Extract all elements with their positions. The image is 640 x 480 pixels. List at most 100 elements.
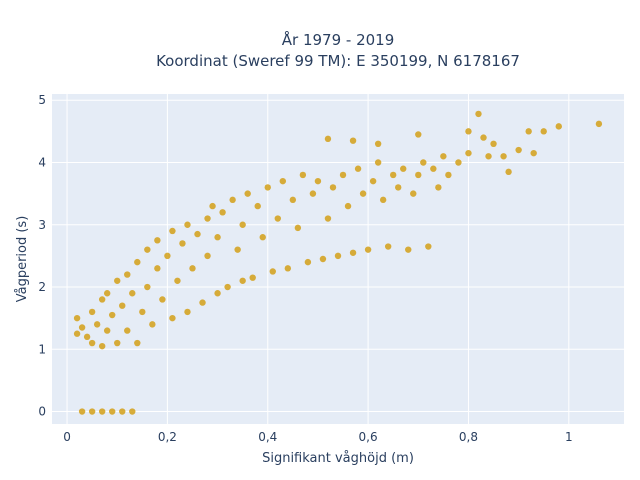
scatter-point[interactable]	[279, 177, 287, 185]
scatter-point[interactable]	[319, 255, 327, 263]
scatter-point[interactable]	[154, 265, 161, 272]
scatter-point[interactable]	[88, 308, 96, 316]
scatter-point[interactable]	[259, 234, 266, 241]
scatter-point[interactable]	[98, 342, 106, 350]
scatter-point[interactable]	[400, 165, 407, 172]
scatter-point[interactable]	[88, 408, 96, 415]
scatter-point[interactable]	[334, 252, 342, 260]
scatter-point[interactable]	[379, 196, 387, 204]
scatter-point[interactable]	[88, 339, 96, 347]
scatter-point[interactable]	[139, 308, 146, 316]
scatter-point[interactable]	[124, 271, 131, 278]
scatter-point[interactable]	[410, 190, 417, 197]
scatter-point[interactable]	[525, 128, 532, 135]
scatter-point[interactable]	[284, 265, 292, 272]
scatter-point[interactable]	[109, 311, 116, 319]
scatter-point[interactable]	[515, 146, 522, 154]
scatter-point[interactable]	[349, 137, 357, 144]
scatter-point[interactable]	[415, 131, 422, 138]
scatter-point[interactable]	[144, 283, 151, 291]
scatter-point[interactable]	[73, 314, 81, 322]
scatter-point[interactable]	[114, 339, 121, 347]
scatter-point[interactable]	[530, 149, 537, 157]
scatter-point[interactable]	[189, 265, 196, 272]
scatter-point[interactable]	[389, 171, 397, 179]
scatter-point[interactable]	[440, 153, 447, 160]
scatter-point[interactable]	[354, 165, 362, 172]
scatter-point[interactable]	[244, 190, 251, 197]
scatter-point[interactable]	[425, 243, 432, 250]
scatter-point[interactable]	[129, 290, 136, 297]
scatter-point[interactable]	[229, 196, 236, 204]
scatter-point[interactable]	[184, 221, 191, 228]
scatter-point[interactable]	[134, 339, 141, 347]
scatter-point[interactable]	[309, 190, 317, 197]
scatter-point[interactable]	[455, 159, 462, 166]
scatter-point[interactable]	[134, 258, 141, 266]
scatter-point[interactable]	[490, 140, 497, 148]
scatter-point[interactable]	[294, 224, 302, 232]
scatter-point[interactable]	[475, 110, 482, 118]
scatter-point[interactable]	[384, 243, 392, 250]
scatter-point[interactable]	[324, 215, 332, 222]
scatter-point[interactable]	[465, 149, 472, 157]
scatter-point[interactable]	[239, 277, 246, 284]
scatter-point[interactable]	[595, 120, 603, 128]
scatter-point[interactable]	[83, 333, 91, 341]
scatter-point[interactable]	[374, 159, 382, 166]
scatter-point[interactable]	[239, 221, 246, 228]
scatter-point[interactable]	[465, 128, 472, 135]
scatter-point[interactable]	[169, 227, 176, 235]
scatter-point[interactable]	[179, 240, 186, 247]
scatter-point[interactable]	[430, 165, 437, 172]
scatter-point[interactable]	[369, 177, 377, 185]
scatter-point[interactable]	[395, 184, 402, 191]
scatter-point[interactable]	[73, 330, 81, 337]
scatter-point[interactable]	[505, 168, 512, 176]
scatter-point[interactable]	[264, 184, 271, 191]
scatter-point[interactable]	[209, 202, 216, 210]
scatter-point[interactable]	[103, 290, 111, 297]
scatter-point[interactable]	[214, 234, 221, 241]
scatter-point[interactable]	[415, 171, 422, 179]
scatter-point[interactable]	[420, 159, 427, 166]
scatter-point[interactable]	[204, 215, 211, 222]
scatter-point[interactable]	[114, 277, 121, 284]
scatter-point[interactable]	[329, 184, 337, 191]
scatter-point[interactable]	[98, 408, 106, 415]
scatter-point[interactable]	[540, 128, 547, 135]
scatter-point[interactable]	[194, 230, 201, 238]
scatter-point[interactable]	[164, 252, 171, 260]
scatter-point[interactable]	[480, 134, 487, 141]
scatter-point[interactable]	[435, 184, 442, 191]
scatter-point[interactable]	[234, 246, 241, 253]
scatter-point[interactable]	[204, 252, 211, 260]
scatter-markers[interactable]	[73, 110, 603, 415]
scatter-point[interactable]	[359, 190, 367, 197]
scatter-point[interactable]	[339, 171, 347, 179]
scatter-point[interactable]	[144, 246, 151, 253]
scatter-point[interactable]	[269, 268, 276, 275]
scatter-point[interactable]	[314, 177, 322, 185]
scatter-point[interactable]	[289, 196, 297, 204]
scatter-point[interactable]	[324, 135, 332, 143]
scatter-point[interactable]	[129, 408, 136, 415]
scatter-point[interactable]	[119, 408, 126, 415]
scatter-point[interactable]	[445, 171, 452, 179]
scatter-point[interactable]	[124, 327, 131, 334]
scatter-point[interactable]	[364, 246, 372, 253]
scatter-point[interactable]	[169, 314, 176, 322]
scatter-point[interactable]	[254, 202, 261, 210]
scatter-point[interactable]	[154, 237, 161, 244]
scatter-point[interactable]	[93, 321, 101, 328]
scatter-point[interactable]	[119, 302, 126, 309]
scatter-point[interactable]	[78, 408, 86, 415]
scatter-point[interactable]	[374, 140, 382, 148]
scatter-point[interactable]	[184, 308, 191, 316]
scatter-point[interactable]	[103, 327, 111, 334]
scatter-point[interactable]	[159, 296, 166, 303]
scatter-point[interactable]	[349, 249, 357, 256]
scatter-point[interactable]	[174, 277, 181, 284]
scatter-point[interactable]	[249, 274, 256, 281]
scatter-point[interactable]	[149, 321, 156, 328]
